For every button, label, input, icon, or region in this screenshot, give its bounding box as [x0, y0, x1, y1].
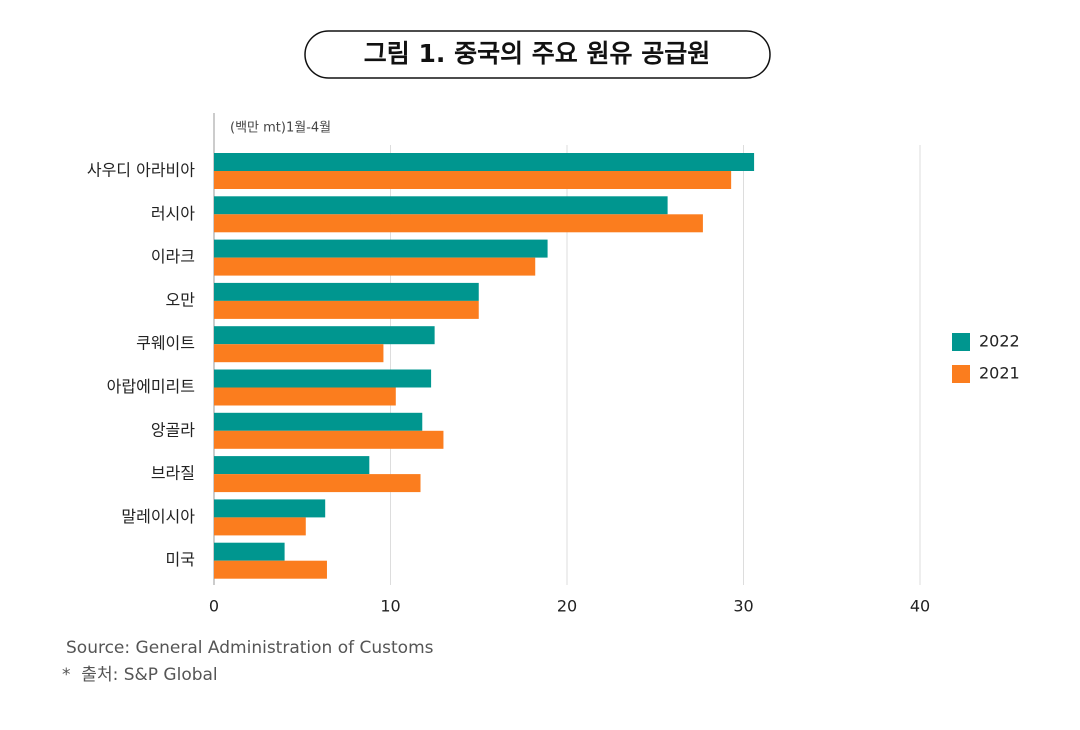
title-box	[304, 30, 771, 79]
y-tick-label: 앙골라	[151, 420, 195, 439]
bar	[214, 300, 479, 319]
bar	[214, 430, 444, 449]
chart-title: 그림 1. 중국의 주요 원유 공급원	[364, 39, 710, 68]
bar	[214, 214, 703, 233]
y-tick-label: 이라크	[151, 247, 195, 266]
x-tick-label: 0	[209, 597, 219, 616]
bar	[214, 387, 396, 406]
bar	[214, 474, 421, 493]
y-tick-label: 러시아	[151, 204, 195, 223]
bar	[214, 344, 384, 363]
bar	[214, 282, 479, 301]
y-tick-label: 브라질	[151, 464, 195, 483]
unit-label: (백만 mt)1월-4월	[230, 121, 331, 136]
x-tick-label: 30	[733, 597, 753, 616]
legend-label: 2021	[979, 364, 1020, 383]
bar	[214, 542, 285, 561]
bar	[214, 560, 327, 579]
y-tick-label: 미국	[166, 550, 195, 569]
bar	[214, 517, 306, 536]
y-tick-label: 오만	[166, 290, 196, 309]
y-tick-label: 아랍에미리트	[107, 377, 195, 396]
y-tick-label: 말레이시아	[121, 507, 195, 526]
legend-swatch	[952, 333, 970, 351]
legend-label: 2022	[979, 332, 1020, 351]
y-tick-label: 사우디 아라비아	[87, 161, 195, 180]
x-tick-label: 10	[380, 597, 400, 616]
legend-swatch	[952, 365, 970, 383]
bar	[214, 326, 435, 345]
bar	[214, 412, 423, 431]
bar	[214, 369, 432, 388]
bar	[214, 456, 370, 475]
bar	[214, 171, 732, 189]
bar	[214, 153, 755, 171]
bar	[214, 257, 536, 276]
x-tick-label: 20	[557, 597, 577, 616]
note: * 출처: S&P Global	[62, 665, 218, 685]
y-tick-label: 쿠웨이트	[136, 334, 195, 353]
x-tick-label: 40	[910, 597, 930, 616]
bar	[214, 239, 548, 258]
bar	[214, 196, 668, 215]
source: Source: General Administration of Custom…	[66, 638, 434, 658]
bar	[214, 499, 326, 518]
